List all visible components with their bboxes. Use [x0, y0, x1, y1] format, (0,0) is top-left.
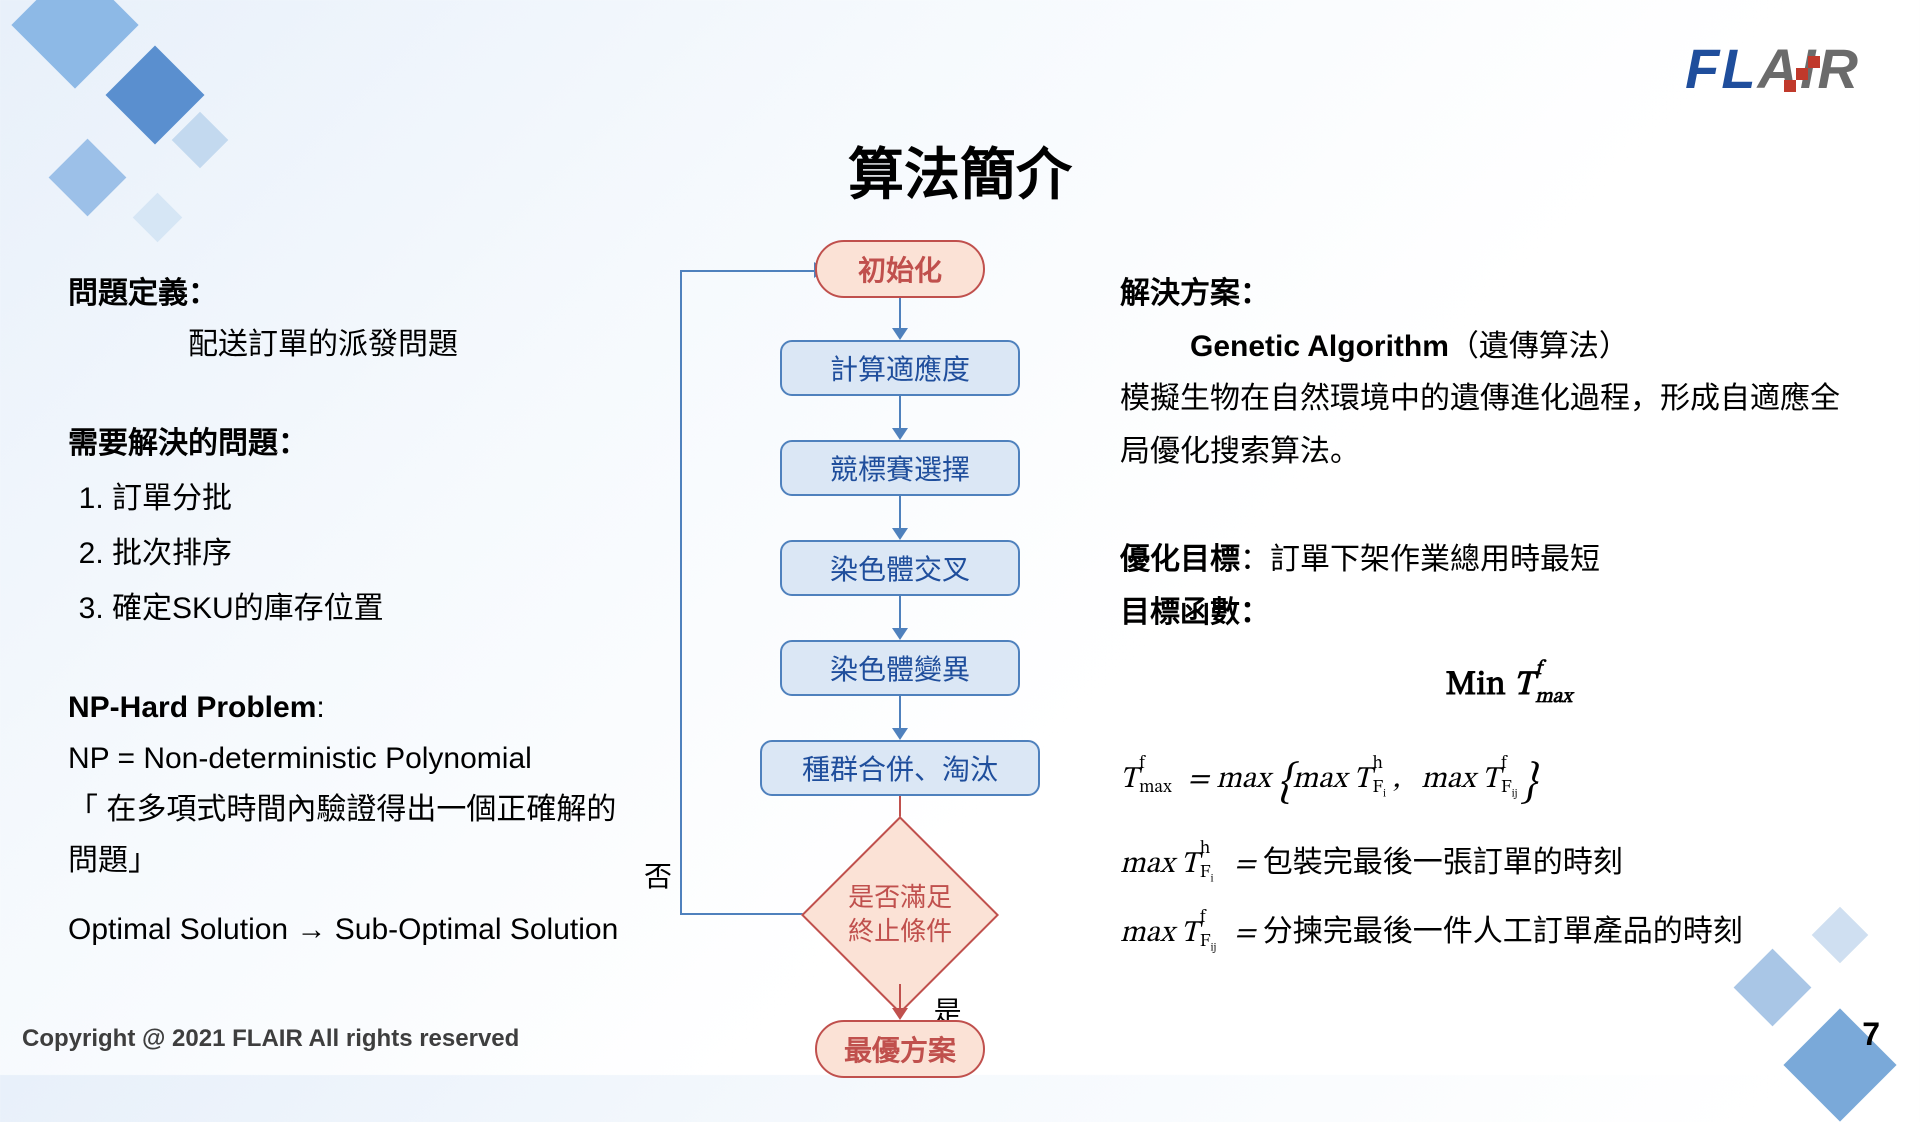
flow-node-mutation: 染色體變異: [780, 640, 1020, 696]
problem-def-text: 配送訂單的派發問題: [68, 319, 628, 370]
np-hard-label: NP-Hard Problem: [68, 691, 316, 724]
np-line-1: NP = Non-deterministic Polynomial: [68, 733, 628, 784]
logo-text-2: AIR: [1758, 37, 1860, 100]
problem-definition-block: 問題定義： 配送訂單的派發問題: [68, 268, 628, 370]
need-item: 確定SKU的庫存位置: [112, 583, 628, 634]
loop-no-label: 否: [644, 855, 672, 895]
formula-tf-desc: 分揀完最後一件人工訂單產品的時刻: [1263, 919, 1743, 949]
formula-objective: Min Tfmax: [1120, 657, 1860, 717]
np-colon: :: [316, 691, 324, 724]
opt-label: 優化目標: [1120, 543, 1240, 576]
solution-label: 解決方案：: [1120, 268, 1860, 321]
ga-desc: 模擬生物在自然環境中的遺傳進化過程，形成自適應全局優化搜索算法。: [1120, 373, 1860, 478]
obj-label: 目標函數：: [1120, 587, 1860, 640]
ga-paren: （遺傳算法）: [1449, 330, 1629, 363]
flow-node-merge: 種群合併、淘汰: [760, 740, 1040, 796]
opt-target-line: 優化目標：訂單下架作業總用時最短: [1120, 534, 1860, 587]
ga-name: Genetic Algorithm: [1190, 330, 1449, 363]
formula-tmax: Tfmax = max {max ThFi , max TfFij }: [1120, 743, 1860, 824]
np-line-3: Optimal Solution → Sub-Optimal Solution: [68, 904, 628, 955]
opt-text: 訂單下架作業總用時最短: [1270, 543, 1600, 576]
need-item: 批次排序: [112, 528, 628, 579]
formula-block: Min Tfmax Tfmax = max {max ThFi , max Tf…: [1120, 657, 1860, 960]
left-column: 問題定義： 配送訂單的派發問題 需要解決的問題： 訂單分批 批次排序 確定SKU…: [68, 268, 628, 1003]
formula-tf: max TfFij = 分揀完最後一件人工訂單產品的時刻: [1120, 908, 1860, 961]
flow-node-best: 最優方案: [815, 1020, 985, 1078]
flow-node-fitness: 計算適應度: [780, 340, 1020, 396]
flow-node-tournament: 競標賽選擇: [780, 440, 1020, 496]
np-line-2: 「 在多項式時間內驗證得出一個正確解的問題」: [68, 784, 628, 886]
problem-def-label: 問題定義：: [68, 268, 628, 319]
np-hard-heading: NP-Hard Problem:: [68, 682, 628, 733]
opt-colon: ：: [1240, 543, 1270, 576]
slide-title: 算法簡介: [0, 130, 1920, 211]
flow-node-init: 初始化: [815, 240, 985, 298]
page-number: 7: [1862, 1016, 1880, 1053]
needs-label: 需要解決的問題：: [68, 418, 628, 469]
needs-block: 需要解決的問題： 訂單分批 批次排序 確定SKU的庫存位置: [68, 418, 628, 634]
formula-th: max ThFi = 包裝完最後一張訂單的時刻: [1120, 839, 1860, 892]
formula-th-desc: 包裝完最後一張訂單的時刻: [1263, 850, 1623, 880]
logo-text-1: FL: [1685, 37, 1757, 100]
np-hard-block: NP-Hard Problem: NP = Non-deterministic …: [68, 682, 628, 955]
needs-list: 訂單分批 批次排序 確定SKU的庫存位置: [68, 473, 628, 634]
flow-node-crossover: 染色體交叉: [780, 540, 1020, 596]
ga-line: Genetic Algorithm（遺傳算法）: [1120, 321, 1860, 374]
right-column: 解決方案： Genetic Algorithm（遺傳算法） 模擬生物在自然環境中…: [1120, 268, 1860, 976]
formula-min: Min: [1446, 669, 1514, 703]
flow-node-condition-label: 是否滿足終止條件: [848, 881, 952, 949]
copyright-text: Copyright @ 2021 FLAIR All rights reserv…: [22, 1025, 519, 1053]
flowchart: 否 初始化 計算適應度 競標賽選擇 染色體交叉 染色體變異 種群合併、淘汰 是否…: [690, 230, 1110, 1050]
need-item: 訂單分批: [112, 473, 628, 524]
flair-logo: FLAIR: [1685, 36, 1860, 101]
